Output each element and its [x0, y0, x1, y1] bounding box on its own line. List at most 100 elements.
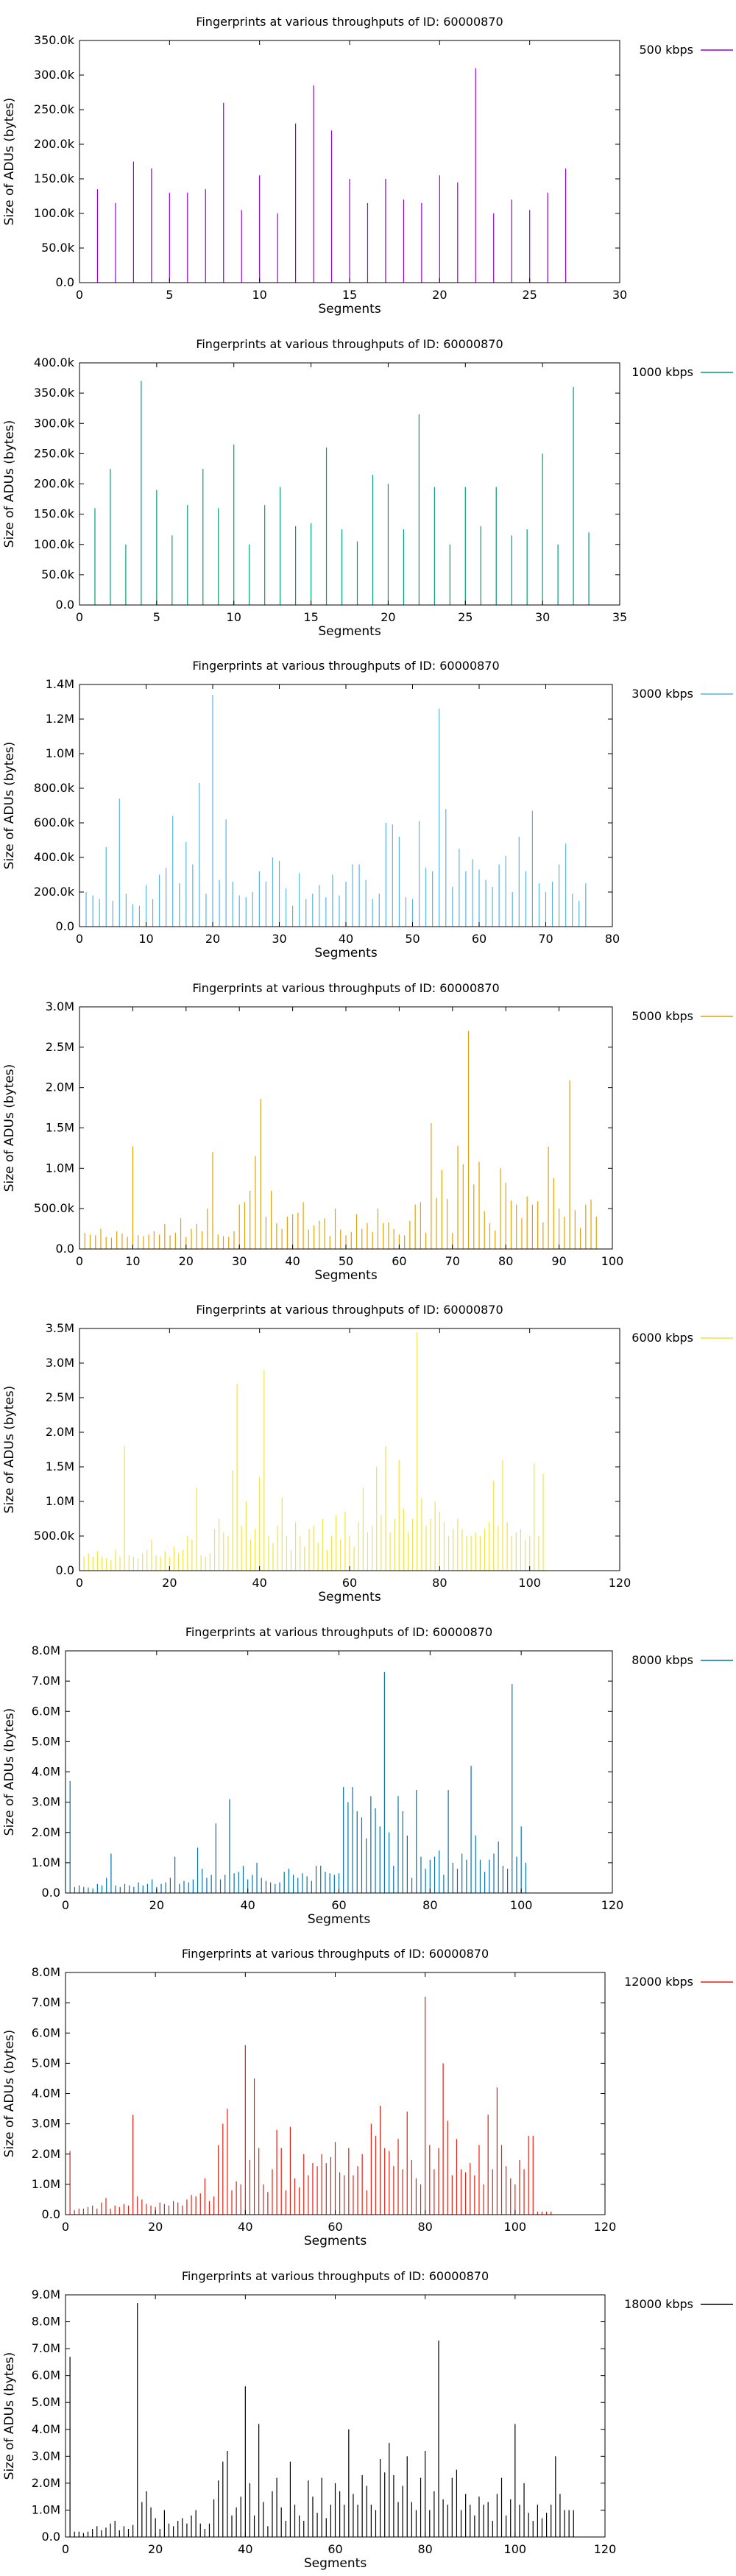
chart-title: Fingerprints at various throughputs of I…	[182, 2269, 489, 2283]
y-tick-label: 6.0M	[32, 2368, 60, 2382]
x-tick-label: 5	[153, 610, 160, 624]
y-tick-label: 0.0	[56, 1242, 74, 1256]
x-tick-label: 70	[538, 932, 553, 946]
y-tick-label: 4.0M	[32, 2087, 60, 2101]
x-tick-label: 50	[339, 1254, 353, 1268]
x-tick-label: 80	[432, 1576, 447, 1590]
x-tick-label: 0	[76, 610, 83, 624]
plot-frame	[79, 362, 620, 605]
y-tick-label: 600.0k	[34, 815, 75, 829]
y-tick-label: 2.0M	[32, 2147, 60, 2161]
y-tick-label: 2.5M	[46, 1390, 74, 1404]
y-tick-label: 2.0M	[32, 1825, 60, 1839]
y-axis-label: Size of ADUs (bytes)	[2, 1708, 17, 1836]
x-tick-label: 15	[342, 288, 357, 302]
chart-title: Fingerprints at various throughputs of I…	[185, 1625, 492, 1639]
y-tick-label: 250.0k	[34, 446, 75, 460]
y-tick-label: 200.0k	[34, 476, 75, 490]
y-tick-label: 2.5M	[46, 1039, 74, 1053]
y-tick-label: 0.0	[42, 2530, 60, 2544]
y-tick-label: 3.0M	[32, 2449, 60, 2463]
y-tick-label: 1.0M	[46, 1161, 74, 1175]
chart-title: Fingerprints at various throughputs of I…	[196, 1303, 503, 1317]
x-tick-label: 100	[518, 1576, 541, 1590]
x-tick-label: 50	[405, 932, 420, 946]
y-tick-label: 0.0	[56, 1563, 74, 1577]
y-tick-label: 300.0k	[34, 416, 75, 430]
y-tick-label: 150.0k	[34, 506, 75, 520]
y-tick-label: 250.0k	[34, 102, 75, 116]
x-tick-label: 80	[417, 2220, 432, 2234]
x-tick-label: 100	[504, 2220, 527, 2234]
y-tick-label: 1.5M	[46, 1120, 74, 1134]
y-tick-label: 350.0k	[34, 33, 75, 47]
y-axis-label: Size of ADUs (bytes)	[2, 2030, 17, 2158]
x-tick-label: 25	[458, 610, 473, 624]
x-tick-label: 0	[76, 1576, 83, 1590]
x-tick-label: 0	[62, 2220, 69, 2234]
x-tick-label: 30	[535, 610, 550, 624]
y-tick-label: 5.0M	[32, 1734, 60, 1748]
y-tick-label: 400.0k	[34, 850, 75, 864]
x-tick-label: 40	[285, 1254, 300, 1268]
y-tick-label: 800.0k	[34, 781, 75, 795]
x-tick-label: 40	[240, 1898, 255, 1912]
x-tick-label: 25	[522, 288, 537, 302]
y-tick-label: 7.0M	[32, 2341, 60, 2355]
x-tick-label: 40	[339, 932, 353, 946]
x-axis-label: Segments	[318, 302, 381, 316]
y-tick-label: 2.0M	[46, 1425, 74, 1439]
bar-series	[85, 695, 587, 927]
legend-label: 18000 kbps	[624, 2297, 693, 2311]
x-tick-label: 10	[252, 288, 266, 302]
x-tick-label: 120	[594, 2542, 617, 2556]
y-tick-label: 1.4M	[46, 677, 74, 691]
y-tick-label: 3.0M	[32, 1794, 60, 1808]
y-tick-label: 1.2M	[46, 712, 74, 726]
chart-title: Fingerprints at various throughputs of I…	[192, 981, 499, 995]
y-axis-label: Size of ADUs (bytes)	[2, 1386, 17, 1514]
x-tick-label: 5	[166, 288, 173, 302]
y-tick-label: 0.0	[56, 598, 74, 612]
y-tick-label: 500.0k	[34, 1201, 75, 1215]
chart-2: Fingerprints at various throughputs of I…	[2, 337, 733, 639]
y-tick-label: 8.0M	[32, 1643, 60, 1657]
chart-6: Fingerprints at various throughputs of I…	[2, 1625, 733, 1927]
plot-frame	[65, 1650, 613, 1893]
x-tick-label: 30	[232, 1254, 247, 1268]
bar-series	[84, 1030, 597, 1249]
chart-3: Fingerprints at various throughputs of I…	[2, 659, 733, 960]
x-tick-label: 20	[148, 2542, 163, 2556]
x-tick-label: 20	[179, 1254, 194, 1268]
x-tick-label: 80	[605, 932, 620, 946]
x-axis-label: Segments	[318, 1590, 381, 1604]
y-tick-label: 8.0M	[32, 2314, 60, 2328]
y-tick-label: 300.0k	[34, 68, 75, 82]
y-tick-label: 4.0M	[32, 1764, 60, 1778]
y-tick-label: 3.5M	[46, 1321, 74, 1335]
legend-label: 6000 kbps	[631, 1331, 693, 1345]
x-tick-label: 60	[328, 2220, 342, 2234]
y-tick-label: 150.0k	[34, 171, 75, 185]
y-tick-label: 0.0	[56, 919, 74, 933]
y-tick-label: 2.0M	[32, 2475, 60, 2489]
y-tick-label: 3.0M	[32, 2117, 60, 2131]
legend-label: 3000 kbps	[631, 687, 693, 701]
y-tick-label: 4.0M	[32, 2421, 60, 2435]
x-tick-label: 20	[381, 610, 395, 624]
x-axis-label: Segments	[314, 946, 378, 960]
x-tick-label: 60	[342, 1576, 357, 1590]
x-axis-label: Segments	[304, 2556, 367, 2571]
y-tick-label: 7.0M	[32, 1995, 60, 2009]
legend-label: 500 kbps	[639, 43, 693, 57]
y-tick-label: 2.0M	[46, 1080, 74, 1094]
legend-label: 5000 kbps	[631, 1009, 693, 1023]
y-tick-label: 0.0	[56, 275, 74, 289]
x-tick-label: 10	[227, 610, 241, 624]
bar-series	[96, 68, 567, 283]
y-axis-label: Size of ADUs (bytes)	[2, 420, 17, 548]
bar-series	[69, 1671, 526, 1893]
y-tick-label: 100.0k	[34, 537, 75, 551]
y-tick-label: 5.0M	[32, 2056, 60, 2070]
x-tick-label: 120	[609, 1576, 631, 1590]
